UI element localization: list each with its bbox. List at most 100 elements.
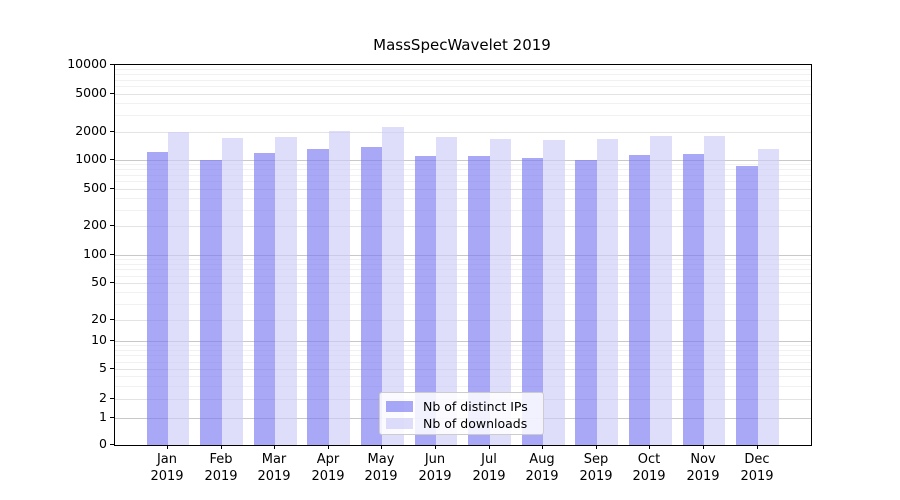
bar-nb-of-distinct-ips xyxy=(200,160,222,445)
y-tick-label: 20 xyxy=(91,311,107,326)
bar-nb-of-downloads xyxy=(543,140,565,445)
x-tick-mark xyxy=(167,445,168,449)
y-tick-mark xyxy=(110,398,114,399)
y-tick-label: 500 xyxy=(83,180,107,195)
bar-nb-of-downloads xyxy=(704,136,726,445)
x-tick-label: Nov 2019 xyxy=(686,452,720,484)
gridline-minor xyxy=(115,164,811,166)
x-tick-label: Feb 2019 xyxy=(204,452,238,484)
y-tick-label: 200 xyxy=(83,217,107,232)
gridline xyxy=(115,341,811,342)
y-tick-mark xyxy=(110,254,114,255)
bar-nb-of-distinct-ips xyxy=(414,155,436,445)
plot-area xyxy=(114,64,812,446)
y-tick-label: 5 xyxy=(99,360,107,375)
bar-nb-of-distinct-ips xyxy=(682,154,704,445)
y-tick-mark xyxy=(110,340,114,341)
gridline-minor xyxy=(115,355,811,357)
gridline-minor xyxy=(115,264,811,265)
chart-title: MassSpecWavelet 2019 xyxy=(373,36,551,54)
gridline xyxy=(115,160,811,161)
y-tick-mark xyxy=(110,159,114,160)
y-tick-mark xyxy=(110,319,114,320)
x-tick-mark xyxy=(435,445,436,449)
gridline-minor xyxy=(115,350,811,351)
x-tick-label: Jul 2019 xyxy=(472,452,506,484)
x-tick-mark xyxy=(381,445,382,449)
bar-nb-of-downloads xyxy=(275,136,297,445)
bar-nb-of-distinct-ips xyxy=(521,157,544,445)
bar-nb-of-distinct-ips xyxy=(736,165,758,445)
gridline-minor xyxy=(115,74,811,76)
x-tick-label: Apr 2019 xyxy=(311,452,345,484)
y-tick-mark xyxy=(110,225,114,226)
bar-nb-of-downloads xyxy=(328,131,351,445)
y-tick-mark xyxy=(110,93,114,94)
gridline-minor xyxy=(115,103,811,105)
y-tick-label: 5000 xyxy=(75,85,107,100)
x-tick-mark xyxy=(328,445,329,449)
legend-swatch-downloads xyxy=(386,417,413,429)
bar-nb-of-downloads xyxy=(221,137,243,445)
x-tick-label: Dec 2019 xyxy=(740,452,774,484)
x-tick-mark xyxy=(703,445,704,449)
y-tick-label: 10000 xyxy=(67,56,107,71)
gridline xyxy=(115,283,811,284)
y-tick-label: 10 xyxy=(91,332,107,347)
legend-item-downloads: Nb of downloads xyxy=(386,415,543,431)
bar-nb-of-distinct-ips xyxy=(361,147,383,445)
bar-nb-of-distinct-ips xyxy=(629,155,651,445)
bar-nb-of-downloads xyxy=(436,136,458,445)
y-tick-label: 2000 xyxy=(75,123,107,138)
gridline-minor xyxy=(115,275,811,277)
bar-nb-of-downloads xyxy=(757,148,779,445)
bar-nb-of-distinct-ips xyxy=(468,156,490,445)
gridline-minor xyxy=(115,269,811,271)
gridline xyxy=(115,94,811,95)
x-tick-label: Oct 2019 xyxy=(632,452,666,484)
gridline xyxy=(115,320,811,321)
x-tick-mark xyxy=(489,445,490,449)
y-tick-mark xyxy=(110,282,114,283)
x-tick-label: Jan 2019 xyxy=(150,452,184,484)
gridline-minor xyxy=(115,303,811,305)
gridline-minor xyxy=(115,174,811,176)
gridline-minor xyxy=(115,361,811,363)
gridline-minor xyxy=(115,292,811,293)
gridline-minor xyxy=(115,69,811,71)
bar-nb-of-downloads xyxy=(382,126,404,445)
gridline-minor xyxy=(115,385,811,387)
gridline xyxy=(115,369,811,370)
gridline xyxy=(115,132,811,133)
x-tick-mark xyxy=(757,445,758,449)
y-tick-mark xyxy=(110,368,114,369)
y-tick-mark xyxy=(110,417,114,418)
x-tick-label: May 2019 xyxy=(364,452,398,484)
x-tick-label: Sep 2019 xyxy=(579,452,613,484)
x-tick-mark xyxy=(221,445,222,449)
bar-nb-of-downloads xyxy=(489,138,511,445)
bar-nb-of-distinct-ips xyxy=(146,152,168,445)
y-tick-label: 50 xyxy=(91,274,107,289)
bar-nb-of-distinct-ips xyxy=(253,153,276,445)
x-tick-mark xyxy=(274,445,275,449)
gridline xyxy=(115,189,811,190)
bar-nb-of-distinct-ips xyxy=(307,149,329,445)
bar-nb-of-downloads xyxy=(168,131,190,445)
x-tick-mark xyxy=(649,445,650,449)
y-tick-label: 1 xyxy=(99,409,107,424)
y-tick-label: 100 xyxy=(83,246,107,261)
gridline xyxy=(115,226,811,227)
gridline-minor xyxy=(115,198,811,199)
gridline-minor xyxy=(115,209,811,211)
x-tick-label: Jun 2019 xyxy=(418,452,452,484)
x-tick-mark xyxy=(596,445,597,449)
gridline-minor xyxy=(115,181,811,183)
legend-item-distinct-ips: Nb of distinct IPs xyxy=(386,398,543,414)
legend-swatch-distinct-ips xyxy=(386,400,413,412)
y-tick-mark xyxy=(110,64,114,65)
bar-nb-of-distinct-ips xyxy=(575,159,597,445)
gridline-minor xyxy=(115,259,811,261)
gridline-minor xyxy=(115,79,811,81)
